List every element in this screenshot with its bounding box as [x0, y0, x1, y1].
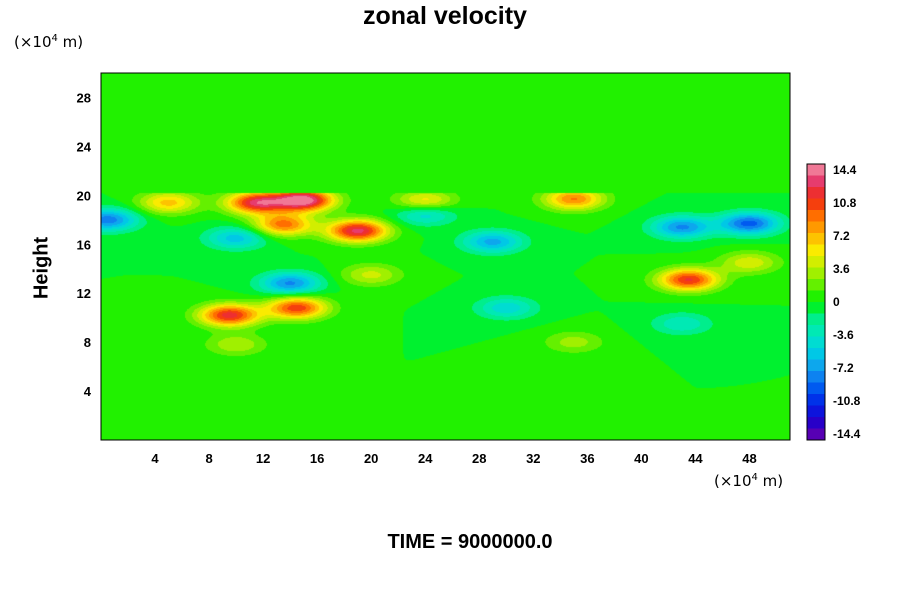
colorbar-cell: [807, 290, 825, 303]
x-tick-label: 28: [472, 451, 486, 466]
colorbar-tick-label: 7.2: [833, 229, 850, 243]
colorbar-cell: [807, 359, 825, 372]
y-axis-unit: (×104 m): [14, 33, 83, 51]
colorbar-frame: [806, 163, 826, 441]
colorbar-cell: [807, 198, 825, 211]
y-unit-prefix: (×10: [14, 33, 52, 51]
colorbar-tick-label: 14.4: [833, 163, 857, 177]
colorbar-cell: [807, 336, 825, 349]
y-tick-label: 24: [77, 139, 92, 154]
colorbar-tick-label: 0: [833, 295, 840, 309]
x-unit-prefix: (×10: [714, 472, 752, 490]
colorbar-tick-label: 10.8: [833, 196, 857, 210]
colorbar-cell: [807, 394, 825, 406]
x-tick-label: 24: [418, 451, 433, 466]
colorbar-cell: [807, 405, 825, 418]
plot-frame: [100, 72, 791, 441]
x-tick-label: 36: [580, 451, 594, 466]
y-unit-exponent: 4: [51, 33, 58, 44]
chart-title: zonal velocity: [363, 2, 527, 30]
x-tick-label: 12: [256, 451, 270, 466]
colorbar-cell: [807, 267, 825, 280]
colorbar-cell: [807, 382, 825, 395]
colorbar-cell: [807, 428, 825, 441]
x-tick-label: 8: [205, 451, 212, 466]
colorbar-cell: [807, 221, 825, 234]
colorbar-cell: [807, 210, 825, 222]
colorbar-cell: [807, 313, 825, 326]
y-axis-ticks: 4 8 12 16 20 24 28: [77, 90, 92, 399]
colorbar-cell: [807, 302, 825, 314]
colorbar-tick-label: -14.4: [833, 427, 861, 441]
colorbar-cell: [807, 244, 825, 257]
x-tick-label: 20: [364, 451, 378, 466]
colorbar: 14.4 10.8 7.2 3.6 0 -3.6 -7.2 -10.8 -14.4: [806, 163, 861, 441]
colorbar-tick-label: -10.8: [833, 394, 861, 408]
colorbar-cell: [807, 187, 825, 199]
colorbar-cell: [807, 175, 825, 188]
velocity-field: [101, 73, 790, 440]
x-unit-suffix: m): [757, 472, 784, 490]
x-unit-exponent: 4: [751, 472, 758, 483]
y-tick-label: 4: [84, 384, 92, 399]
x-tick-label: 40: [634, 451, 648, 466]
y-tick-label: 28: [77, 90, 91, 105]
colorbar-cell: [807, 256, 825, 268]
x-tick-label: 48: [742, 451, 756, 466]
x-tick-label: 4: [151, 451, 159, 466]
x-axis-ticks: 4 8 12 16 20 24 28 32 36 40 44 48: [151, 451, 756, 466]
colorbar-tick-label: -3.6: [833, 328, 854, 342]
colorbar-cell: [807, 417, 825, 429]
y-tick-label: 16: [77, 237, 91, 252]
y-tick-label: 8: [84, 335, 91, 350]
time-label: TIME = 9000000.0: [387, 531, 553, 553]
colorbar-cell: [807, 325, 825, 337]
x-axis-unit: (×104 m): [714, 472, 783, 490]
colorbar-tick-label: 3.6: [833, 262, 850, 276]
colorbar-cell: [807, 233, 825, 245]
y-tick-label: 20: [77, 188, 91, 203]
colorbar-cell: [807, 279, 825, 291]
x-tick-label: 16: [310, 451, 324, 466]
colorbar-cell: [807, 348, 825, 360]
x-tick-label: 32: [526, 451, 540, 466]
y-unit-suffix: m): [57, 33, 84, 51]
colorbar-cell: [807, 164, 825, 176]
x-tick-label: 44: [688, 451, 703, 466]
y-tick-label: 12: [77, 286, 91, 301]
colorbar-cell: [807, 371, 825, 383]
colorbar-tick-label: -7.2: [833, 361, 854, 375]
